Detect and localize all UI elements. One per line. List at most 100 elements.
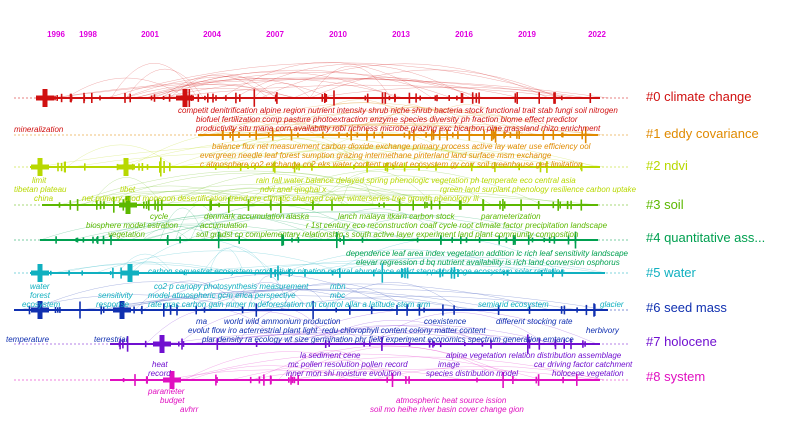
keyword-node: [403, 309, 412, 311]
keyword-node: [428, 204, 435, 206]
citation-arc: [259, 146, 435, 168]
keyword-node: [98, 309, 105, 311]
keyword-node: [364, 134, 370, 136]
keyword-label[interactable]: co2 p canopy photosynthesis measurement: [154, 282, 309, 291]
cluster-label-5[interactable]: #5 water: [646, 265, 696, 280]
keyword-label[interactable]: herbivory: [586, 326, 619, 335]
keyword-label[interactable]: evergreen needle leaf forest sumption gr…: [200, 151, 552, 160]
keyword-label[interactable]: atmospheric heat source ission: [396, 396, 507, 405]
cluster-label-2[interactable]: #2 ndvi: [646, 158, 688, 173]
keyword-label[interactable]: world wild ammonium production: [224, 317, 341, 326]
citation-arc: [323, 332, 365, 345]
keyword-label[interactable]: response: [96, 300, 129, 309]
keyword-label[interactable]: productivity situ mana corn availability…: [196, 124, 601, 133]
keyword-label[interactable]: tibetan plateau: [14, 185, 67, 194]
cluster-label-8[interactable]: #8 system: [646, 369, 706, 384]
keyword-label[interactable]: species distribution model: [426, 369, 519, 378]
keyword-label[interactable]: lanch malaya itkarn carbon stock: [338, 212, 455, 221]
keyword-label[interactable]: model atmospheric gcm erica perspective: [148, 291, 296, 300]
keyword-label[interactable]: forest: [30, 291, 51, 300]
keyword-label[interactable]: parameter: [148, 387, 185, 396]
keyword-label[interactable]: biosphere model estration: [86, 221, 179, 230]
keyword-label[interactable]: vegetation: [108, 230, 145, 239]
keyword-label[interactable]: china: [34, 194, 54, 203]
keyword-label[interactable]: r 1st century eco reconstruction coalf c…: [306, 221, 608, 230]
keyword-label[interactable]: denmark accumulation: [204, 212, 285, 221]
keyword-label[interactable]: soil gradst co complementary relationshi…: [196, 230, 579, 239]
keyword-label[interactable]: mineralization: [14, 125, 64, 134]
citation-arc: [201, 120, 347, 136]
keyword-node: [424, 134, 428, 136]
keyword-node: [212, 239, 225, 241]
keyword-label[interactable]: ndvi anal qinghai x: [260, 185, 327, 194]
keyword-node: [377, 343, 387, 345]
keyword-label[interactable]: plar density ra ecology wt size germinat…: [202, 335, 574, 344]
keyword-node: [542, 239, 546, 241]
citation-arc: [118, 213, 325, 241]
cluster-label-1[interactable]: #1 eddy covariance: [646, 126, 759, 141]
keyword-label[interactable]: alaska: [286, 212, 310, 221]
keyword-label[interactable]: image: [438, 360, 460, 369]
keyword-node: [296, 239, 301, 241]
keyword-label[interactable]: limit: [32, 176, 47, 185]
keyword-label[interactable]: car driving factor catchment: [534, 360, 633, 369]
keyword-label[interactable]: competit denitrification alpine region n…: [178, 106, 618, 115]
keyword-node: [193, 309, 200, 311]
cluster-label-4[interactable]: #4 quantitative ass...: [646, 230, 766, 245]
keyword-node: [517, 166, 522, 168]
keyword-label[interactable]: mbn: [330, 282, 346, 291]
cluster-label-3[interactable]: #3 soil: [646, 197, 684, 212]
keyword-label[interactable]: parameterization: [481, 212, 541, 221]
keyword-node: [393, 97, 397, 99]
keyword-label[interactable]: balance flux net measurement carbon diox…: [212, 142, 591, 151]
keyword-node: [450, 239, 455, 241]
keyword-label[interactable]: sensitivity: [98, 291, 133, 300]
citation-arc: [369, 365, 605, 381]
cluster-label-7[interactable]: #7 holocene: [646, 334, 717, 349]
keyword-label[interactable]: holocene vegetation: [552, 369, 624, 378]
keyword-label[interactable]: alpine vegetation relation distribution …: [446, 351, 622, 360]
keyword-label[interactable]: net primary prod monsoon desertification…: [82, 194, 479, 203]
keyword-label[interactable]: terrestrial: [94, 335, 128, 344]
keyword-label[interactable]: inner mon shi moisture evolution: [286, 369, 402, 378]
keyword-label[interactable]: rate grac carbon gain mmer m deforestati…: [148, 300, 431, 309]
keyword-label[interactable]: elevar regression d bq nutrient availabi…: [356, 258, 620, 267]
keyword-label[interactable]: la sediment cene: [300, 351, 361, 360]
keyword-label[interactable]: tibet: [120, 185, 136, 194]
keyword-label[interactable]: carbon sequestrat ecosystem productivity…: [148, 267, 565, 276]
keyword-node: [439, 309, 447, 311]
keyword-node: [380, 134, 385, 136]
cluster-label-6[interactable]: #6 seed mass: [646, 300, 727, 315]
keyword-label[interactable]: soil mo heihe river basin cover change g…: [370, 405, 524, 414]
keyword-label[interactable]: temperature: [6, 335, 50, 344]
keyword-node: [549, 134, 557, 136]
keyword-label[interactable]: water: [30, 282, 50, 291]
keyword-label[interactable]: coexistence: [424, 317, 467, 326]
keyword-label[interactable]: mc pollen resolution pollen record: [288, 360, 408, 369]
keyword-label[interactable]: record: [148, 369, 171, 378]
keyword-label[interactable]: c atmosphere co2 exchange co2 eks water …: [200, 160, 583, 169]
cluster-label-0[interactable]: #0 climate change: [646, 89, 752, 104]
keyword-label[interactable]: dependence leaf area index vegetation ad…: [346, 249, 628, 258]
keyword-label[interactable]: different stocking rate: [496, 317, 573, 326]
year-label: 1998: [79, 30, 97, 39]
citation-arc: [159, 83, 280, 99]
keyword-label[interactable]: mbc: [330, 291, 346, 300]
keyword-label[interactable]: budget: [160, 396, 185, 405]
keyword-label[interactable]: ma: [196, 317, 208, 326]
keyword-label[interactable]: cycle: [150, 212, 169, 221]
keyword-node: [364, 97, 371, 99]
keyword-label[interactable]: semiarid ecosystem: [478, 300, 549, 309]
keyword-label[interactable]: redu chlorophyll content colony matter c…: [322, 326, 486, 335]
keyword-label[interactable]: glacier: [600, 300, 624, 309]
citation-arc: [269, 102, 452, 136]
keyword-label[interactable]: heat: [152, 360, 168, 369]
keyword-label[interactable]: evolut flow iro acterrestrial plant ligh…: [188, 326, 318, 335]
keyword-label[interactable]: accumulation: [200, 221, 248, 230]
keyword-label[interactable]: rgreen land surplant phenology resilienc…: [440, 185, 636, 194]
keyword-label[interactable]: ecosystem: [22, 300, 61, 309]
keyword-label[interactable]: biofuel fertilization comp pasture photo…: [196, 115, 578, 124]
keyword-label[interactable]: rain fall water balance delayed spring p…: [256, 176, 576, 185]
keyword-label[interactable]: avhrr: [180, 405, 199, 414]
